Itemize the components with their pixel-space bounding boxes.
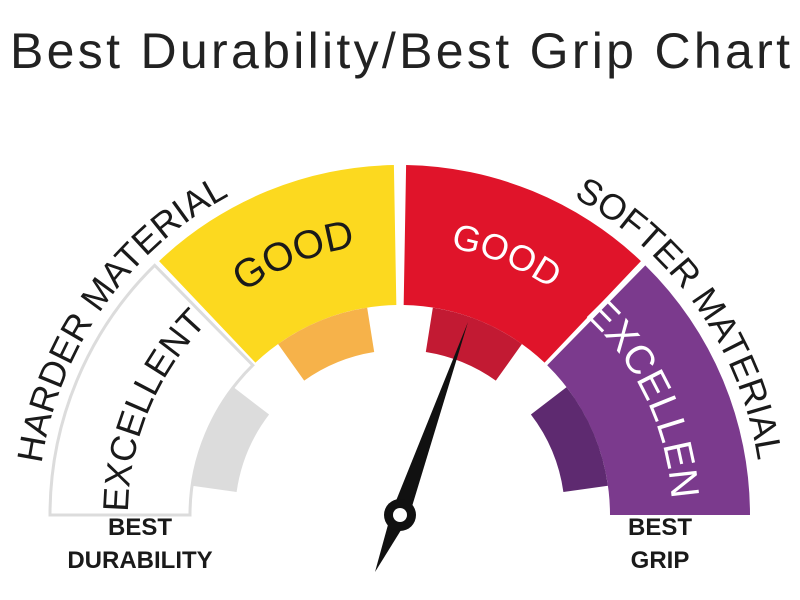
segment-accent: [278, 307, 375, 381]
end-label: BEST: [628, 514, 692, 541]
end-label: GRIP: [631, 547, 690, 574]
segment-accent: [530, 387, 608, 493]
segment-accent: [192, 387, 270, 493]
segment: [159, 165, 397, 363]
needle-pointer: [375, 322, 468, 572]
needle-hub-center: [393, 508, 407, 522]
end-label: BEST: [108, 514, 172, 541]
gauge-segments: [48, 165, 750, 517]
end-label: DURABILITY: [67, 547, 212, 574]
segment-accent: [425, 307, 522, 381]
segment: [403, 165, 641, 363]
needle: [375, 322, 468, 572]
segment: [547, 265, 750, 515]
title: Best Durability/Best Grip Chart: [10, 23, 790, 79]
